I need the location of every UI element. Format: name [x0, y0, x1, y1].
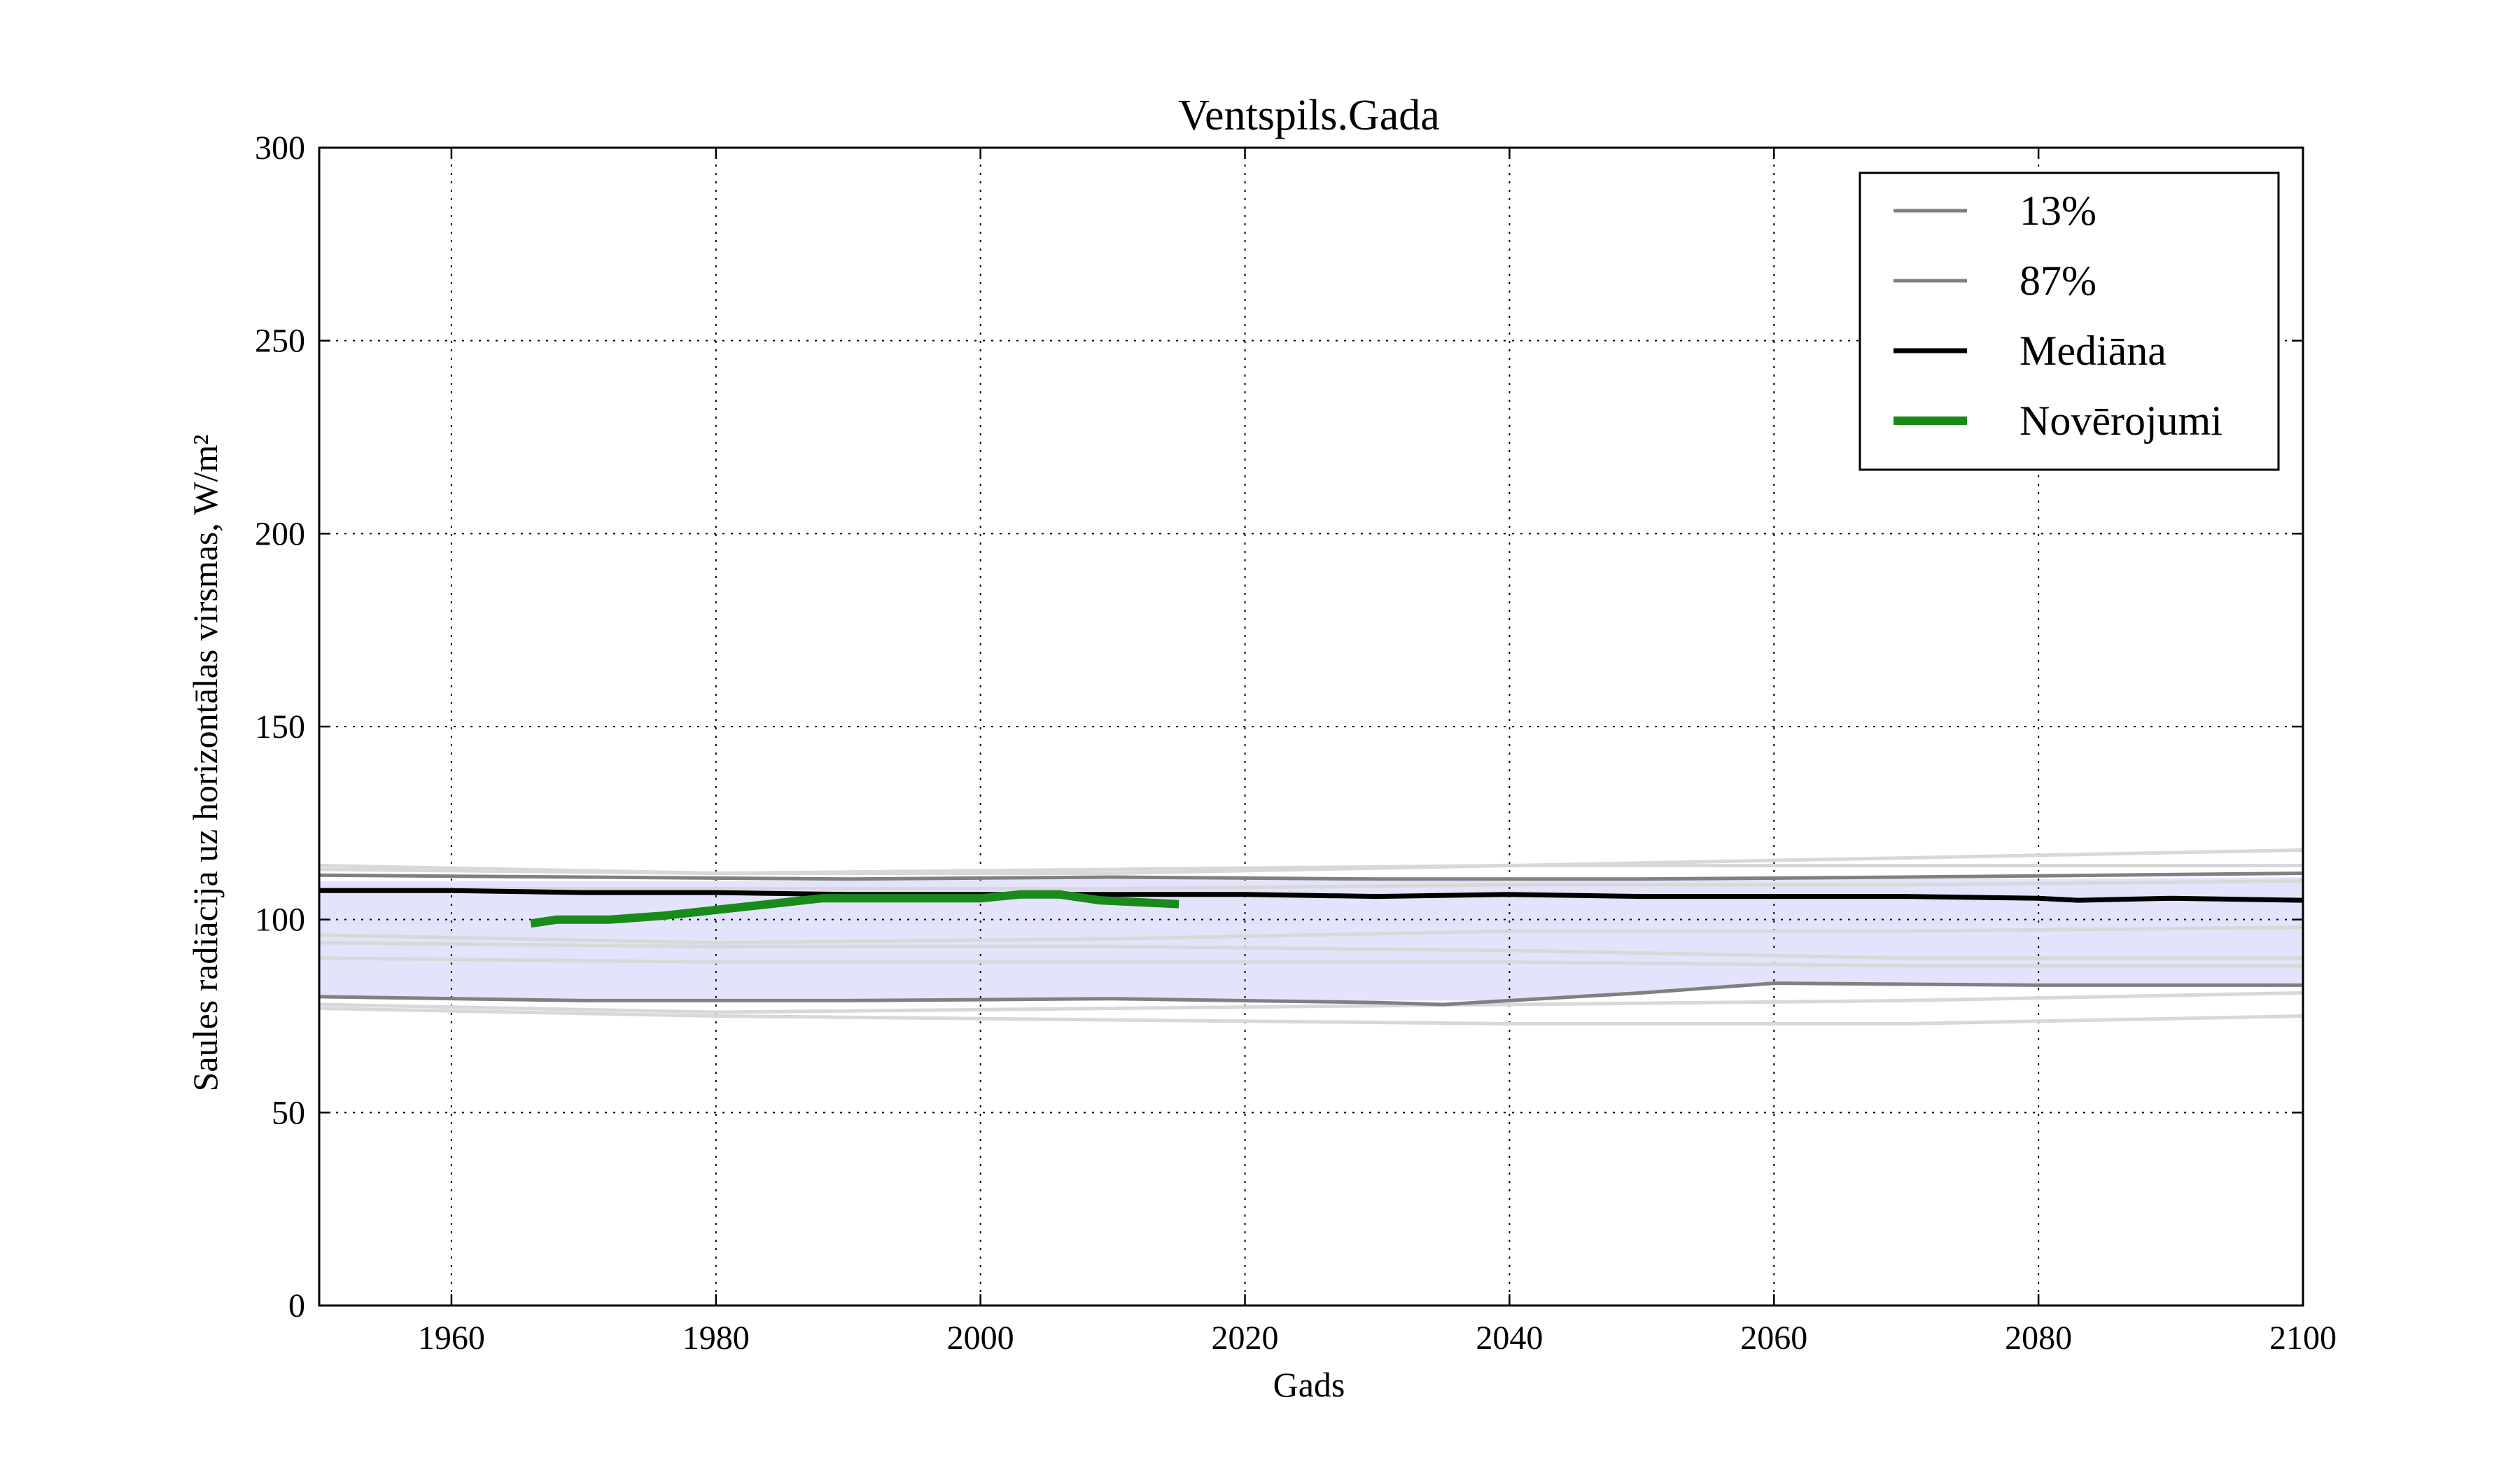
axes-frame [318, 146, 2304, 1307]
legend-label-3: Novērojumi [2019, 398, 2222, 444]
x-tick-label: 2000 [947, 1320, 1014, 1357]
series-lines-layer [318, 872, 2304, 1007]
ensemble-lines-layer [318, 848, 2304, 1026]
x-tick-label: 2060 [1740, 1320, 1807, 1357]
percentile-band-layer [319, 877, 2303, 1001]
x-tick-label: 1960 [418, 1320, 485, 1357]
x-tick-label: 2040 [1476, 1320, 1543, 1357]
ensemble-line [318, 1007, 2304, 1026]
y-tick-label: 250 [255, 323, 305, 360]
legend-label-1: 87% [2019, 258, 2096, 304]
legend-label-0: 13% [2019, 188, 2096, 234]
y-tick-label: 100 [255, 902, 305, 939]
x-tick-label: 2020 [1212, 1320, 1279, 1357]
y-tick-label: 0 [288, 1287, 305, 1324]
x-tick-label: 1980 [682, 1320, 750, 1357]
x-tick-label: 2080 [2005, 1320, 2072, 1357]
legend-label-2: Mediāna [2019, 328, 2166, 374]
series-line-0 [318, 981, 2303, 1007]
series-line-3 [530, 890, 1180, 928]
y-tick-label: 200 [255, 515, 305, 552]
y-tick-label: 50 [272, 1094, 305, 1131]
ensemble-line [318, 990, 2304, 1014]
ensemble-line [318, 956, 2303, 968]
ensemble-line [319, 879, 2304, 891]
series-line-2 [319, 888, 2304, 903]
legend: 13% 87% Mediāna Novērojumi [1858, 172, 2280, 471]
ensemble-line [318, 925, 2304, 945]
series-line-1 [318, 872, 2304, 881]
y-tick-label: 150 [255, 708, 305, 746]
y-axis-label: Saules radiācija uz horizontālas virsmas… [186, 435, 225, 1092]
y-tick-label: 300 [255, 130, 305, 167]
x-axis-label: Gads [1273, 1365, 1345, 1404]
percentile-band [319, 877, 2303, 1001]
chart-title: Ventspils.Gada [1178, 92, 1440, 139]
x-tick-label: 2100 [2269, 1320, 2337, 1357]
legend-items: 13% 87% Mediāna Novērojumi [1893, 188, 2222, 444]
tick-labels-layer: 1960 1980 2000 2020 2040 2060 2080 2100 0 50 100 15… [255, 130, 2337, 1357]
ensemble-line [318, 941, 2303, 960]
ensemble-line [318, 864, 2303, 875]
